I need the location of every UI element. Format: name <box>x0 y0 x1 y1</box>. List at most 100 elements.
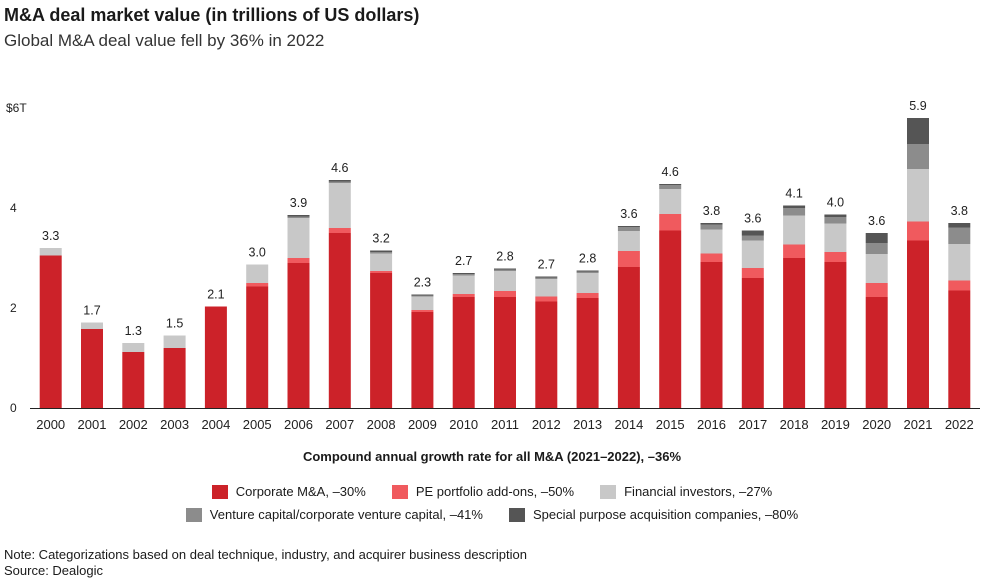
bar-segment-financial-2021 <box>907 169 929 222</box>
x-tick-label-2017: 2017 <box>738 417 767 432</box>
bar-segment-corporate-2008 <box>370 273 393 408</box>
total-label-2017: 3.6 <box>744 212 761 226</box>
bar-segment-corporate-2002 <box>122 352 145 408</box>
total-label-2005: 3.0 <box>249 246 266 260</box>
bar-segment-financial-2002 <box>122 343 145 352</box>
x-axis: 2000 2001 2002 2003 2004 2005 2006 2007 2008 2009… <box>36 417 974 432</box>
total-label-2018: 4.1 <box>785 187 802 201</box>
x-tick-label-2005: 2005 <box>243 417 272 432</box>
total-label-2008: 3.2 <box>372 232 389 246</box>
bar-segment-pe-2017 <box>741 268 764 278</box>
total-label-2006: 3.9 <box>290 196 307 210</box>
legend-item-spac: Special purpose acquisition companies, –… <box>508 507 798 522</box>
bar-segment-spac-2012 <box>535 276 558 278</box>
x-tick-label-2020: 2020 <box>862 417 891 432</box>
bar-segment-vc-2018 <box>783 208 806 216</box>
bar-segment-financial-2009 <box>411 296 434 310</box>
bar-segment-pe-2021 <box>907 221 929 241</box>
legend-item-financial: Financial investors, –27% <box>600 484 772 499</box>
bar-segment-pe-2015 <box>659 214 682 231</box>
bar-segment-financial-2018 <box>783 215 806 245</box>
bar-segment-corporate-2005 <box>246 286 269 408</box>
bar-segment-spac-2011 <box>494 268 516 270</box>
bar-segment-corporate-2011 <box>494 297 516 408</box>
x-tick-label-2009: 2009 <box>408 417 437 432</box>
x-tick-label-2004: 2004 <box>201 417 230 432</box>
chart-subtitle: Global M&A deal value fell by 36% in 202… <box>4 31 325 50</box>
bar-segment-financial-2017 <box>741 240 764 268</box>
legend-row-2: Venture capital/corporate venture capita… <box>0 507 984 522</box>
bar-segment-vc-2008 <box>370 252 393 254</box>
x-tick-label-2016: 2016 <box>697 417 726 432</box>
total-label-2013: 2.8 <box>579 252 596 266</box>
bar-segment-spac-2016 <box>700 223 723 225</box>
legend-label-corporate: Corporate M&A, –30% <box>235 484 366 499</box>
bar-segment-spac-2010 <box>452 273 475 274</box>
bar-segment-corporate-2019 <box>824 262 847 408</box>
bar-segment-financial-2020 <box>865 254 888 283</box>
total-label-2021: 5.9 <box>909 99 926 113</box>
bar-segment-spac-2013 <box>576 270 599 272</box>
cagr-note: Compound annual growth rate for all M&A … <box>302 449 682 464</box>
bar-segment-pe-2009 <box>411 310 434 312</box>
total-labels: 3.3 1.7 1.3 1.5 2.1 3.0 3.9 4.6 3.2 2.3 2.7 2.8 2.7 2… <box>42 99 968 338</box>
x-tick-label-2003: 2003 <box>160 417 189 432</box>
bar-segment-pe-2020 <box>865 283 888 297</box>
chart-title: M&A deal market value (in trillions of U… <box>4 5 420 25</box>
bar-segment-corporate-2003 <box>163 348 186 408</box>
total-label-2011: 2.8 <box>496 250 513 264</box>
x-tick-label-2002: 2002 <box>119 417 148 432</box>
bar-segment-corporate-2017 <box>741 278 764 408</box>
y-tick-label: $6T <box>6 101 27 115</box>
bar-segment-vc-2009 <box>411 295 434 297</box>
total-label-2010: 2.7 <box>455 254 472 268</box>
bar-segment-financial-2010 <box>452 275 475 294</box>
bar-segment-financial-2005 <box>246 264 269 283</box>
bar-segment-spac-2008 <box>370 250 393 252</box>
bar-segment-financial-2016 <box>700 229 723 254</box>
bar-segment-corporate-2020 <box>865 297 888 408</box>
x-tick-label-2021: 2021 <box>904 417 933 432</box>
total-label-2004: 2.1 <box>207 288 224 302</box>
bar-segment-corporate-2004 <box>204 306 227 408</box>
bar-segment-financial-2007 <box>328 183 351 228</box>
total-label-2020: 3.6 <box>868 214 885 228</box>
bar-segment-corporate-2021 <box>907 240 929 408</box>
bar-segment-spac-2017 <box>741 230 764 236</box>
total-label-2001: 1.7 <box>83 304 100 318</box>
x-tick-label-2022: 2022 <box>945 417 974 432</box>
x-tick-label-2019: 2019 <box>821 417 850 432</box>
total-label-2019: 4.0 <box>827 196 844 210</box>
x-tick-label-2001: 2001 <box>78 417 107 432</box>
bar-segment-pe-2013 <box>576 293 599 298</box>
x-tick-label-2008: 2008 <box>367 417 396 432</box>
legend-item-vc: Venture capital/corporate venture capita… <box>185 507 483 522</box>
bar-segment-spac-2007 <box>328 180 351 182</box>
bar-segment-pe-2011 <box>494 291 516 297</box>
x-tick-label-2000: 2000 <box>36 417 65 432</box>
legend-label-vc: Venture capital/corporate venture capita… <box>209 507 483 522</box>
total-label-2009: 2.3 <box>414 276 431 290</box>
bar-segment-vc-2016 <box>700 224 723 230</box>
legend-swatch-financial <box>600 484 617 499</box>
bar-segment-financial-2012 <box>535 279 558 297</box>
bar-segment-spac-2006 <box>287 215 310 217</box>
legend-item-corporate: Corporate M&A, –30% <box>211 484 366 499</box>
bar-segment-spac-2022 <box>948 223 971 228</box>
bar-segment-spac-2015 <box>659 184 682 185</box>
legend-swatch-corporate <box>211 484 228 499</box>
bar-segment-vc-2022 <box>948 227 971 244</box>
bar-segment-corporate-2001 <box>81 329 103 408</box>
note-text: Note: Categorizations based on deal tech… <box>4 547 527 562</box>
x-tick-label-2015: 2015 <box>656 417 685 432</box>
bar-segment-vc-2010 <box>452 274 475 276</box>
legend-swatch-vc <box>185 507 202 522</box>
bar-segment-financial-2003 <box>163 335 186 348</box>
bar-segment-pe-2010 <box>452 294 475 297</box>
bar-segment-corporate-2007 <box>328 233 351 408</box>
x-tick-label-2010: 2010 <box>449 417 478 432</box>
bar-segment-pe-2019 <box>824 252 847 262</box>
bar-segment-vc-2020 <box>865 243 888 254</box>
bar-segment-financial-2014 <box>617 231 640 251</box>
x-tick-label-2011: 2011 <box>491 417 519 432</box>
